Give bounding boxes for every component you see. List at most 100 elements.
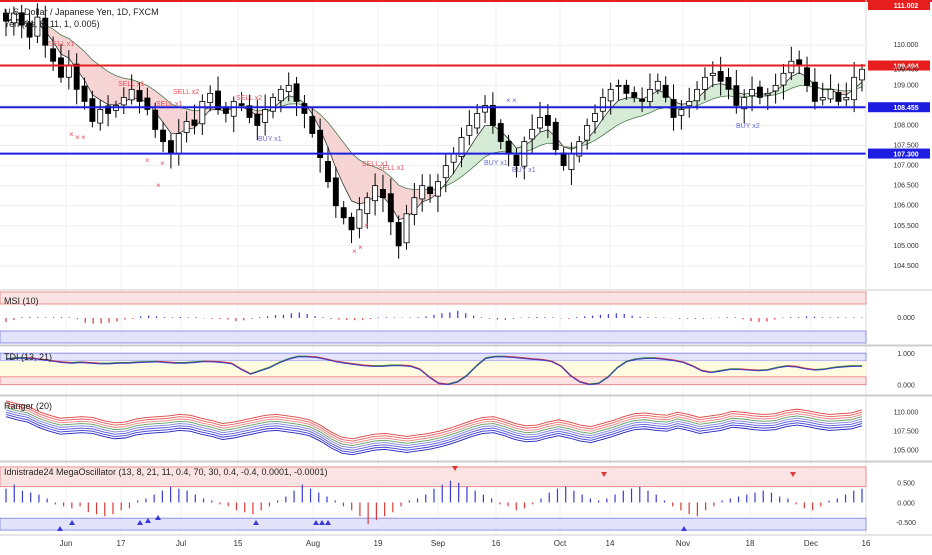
support-price-tag: 108.455 xyxy=(893,105,918,112)
candle-body xyxy=(310,117,315,134)
candle-body xyxy=(82,86,87,101)
msi-panel-label[interactable]: MSI (10) xyxy=(4,296,39,306)
price-tick-label: 108.000 xyxy=(893,122,918,129)
time-tick-label: Aug xyxy=(306,539,320,548)
sell-signal-label: SELL x1 xyxy=(378,165,404,172)
candle-body xyxy=(51,49,56,61)
ranger-band-line xyxy=(6,412,862,450)
candle-body xyxy=(750,89,755,95)
price-tick-label: 104.500 xyxy=(893,263,918,270)
sell-signal-label: SELL x1 xyxy=(48,41,74,48)
candle-body xyxy=(404,214,409,243)
candle-body xyxy=(616,85,621,86)
sell-signal-label: SELL x2 xyxy=(236,95,262,102)
sell-cross-marker: × xyxy=(352,247,357,256)
candle-body xyxy=(718,71,723,81)
time-tick-label: 18 xyxy=(746,539,755,548)
ema-cloud-segment xyxy=(352,153,360,204)
candle-body xyxy=(98,109,103,123)
ranger-panel-label[interactable]: Ranger (20) xyxy=(4,401,52,411)
tdi-tick-label: 1.000 xyxy=(897,351,915,358)
candle-body xyxy=(679,109,684,115)
sell-cross-marker: × xyxy=(69,130,74,139)
candle-body xyxy=(781,73,786,85)
ema-cloud-segment xyxy=(713,84,721,99)
candle-body xyxy=(373,186,378,201)
buy-signal-label: BUY x1 xyxy=(258,136,282,143)
price-tick-label: 107.000 xyxy=(893,163,918,170)
candle-body xyxy=(687,101,692,105)
price-tick-label: 110.000 xyxy=(894,42,919,49)
sell-signal-label: SELL x1 xyxy=(118,81,144,88)
ranger-band-line xyxy=(6,417,862,455)
candle-body xyxy=(435,182,440,196)
candle-body xyxy=(844,97,849,99)
sell-cross-marker: × xyxy=(145,156,150,165)
sell-signal-label: SELL x2 xyxy=(173,89,199,96)
time-tick-label: 19 xyxy=(374,539,383,548)
candle-body xyxy=(797,60,802,66)
ema-cloud-segment xyxy=(619,98,627,125)
ema-cloud-segment xyxy=(595,119,603,141)
candle-body xyxy=(828,89,833,99)
candle-body xyxy=(514,155,519,165)
candle-body xyxy=(168,141,173,154)
msi-pane: 0.000 xyxy=(0,290,932,345)
candle-body xyxy=(137,90,142,101)
candle-body xyxy=(349,217,354,230)
candle-body xyxy=(286,85,291,91)
ranger-tick-label: 107.500 xyxy=(893,428,918,435)
candle-body xyxy=(812,82,817,101)
mega-tick-label: -0.500 xyxy=(896,520,916,527)
time-tick-label: Sep xyxy=(431,539,446,548)
tdi-panel-label[interactable]: TDI (13, 21) xyxy=(4,352,52,362)
candle-body xyxy=(632,93,637,98)
candle-body xyxy=(270,97,275,111)
mega-buy-arrow xyxy=(155,515,161,520)
candle-body xyxy=(184,121,189,132)
time-tick-label: 16 xyxy=(492,539,501,548)
ranger-tick-label: 110.000 xyxy=(894,409,919,416)
candle-body xyxy=(852,77,857,99)
candle-body xyxy=(804,68,809,86)
candle-body xyxy=(695,89,700,100)
candle-body xyxy=(263,109,268,122)
candle-body xyxy=(561,153,566,166)
candle-body xyxy=(624,85,629,93)
candle-body xyxy=(388,194,393,222)
ranger-band-line xyxy=(6,408,862,446)
candle-body xyxy=(420,186,425,199)
candle-body xyxy=(710,73,715,75)
symbol-title[interactable]: U.S. Dollar / Japanese Yen, 1D, FXCM xyxy=(4,7,159,17)
candle-body xyxy=(121,97,126,105)
top-price-tag: 111.002 xyxy=(894,3,919,10)
sell-cross-marker: × xyxy=(364,221,369,230)
candle-body xyxy=(90,99,95,122)
candle-body xyxy=(239,104,244,106)
candle-body xyxy=(208,93,213,102)
candle-body xyxy=(341,208,346,218)
price-axis: 110.000109.500109.000108.500108.000107.5… xyxy=(866,0,930,535)
candle-body xyxy=(545,115,550,125)
time-tick-label: Jul xyxy=(176,539,186,548)
candle-body xyxy=(585,125,590,140)
tdi-lower-zone xyxy=(0,377,866,385)
tdi-tick-label: 0.000 xyxy=(897,383,915,390)
price-tick-label: 106.000 xyxy=(893,203,918,210)
candle-body xyxy=(671,100,676,118)
time-tick-label: 15 xyxy=(234,539,243,548)
time-tick-label: Jun xyxy=(60,539,73,548)
candles xyxy=(3,3,864,258)
candle-body xyxy=(726,77,731,89)
overlay-indicator-label[interactable]: Yen (21, 8, 11, 1, 0.005) xyxy=(4,19,100,29)
ema-cloud-segment xyxy=(108,72,116,105)
mega-panel-label[interactable]: Idnistrade24 MegaOscillator (13, 8, 21, … xyxy=(4,467,328,477)
candle-body xyxy=(58,58,63,77)
candle-body xyxy=(396,222,401,245)
candle-body xyxy=(325,161,330,181)
ranger-band-line xyxy=(6,414,862,452)
candle-body xyxy=(569,154,574,170)
candle-body xyxy=(773,85,778,91)
